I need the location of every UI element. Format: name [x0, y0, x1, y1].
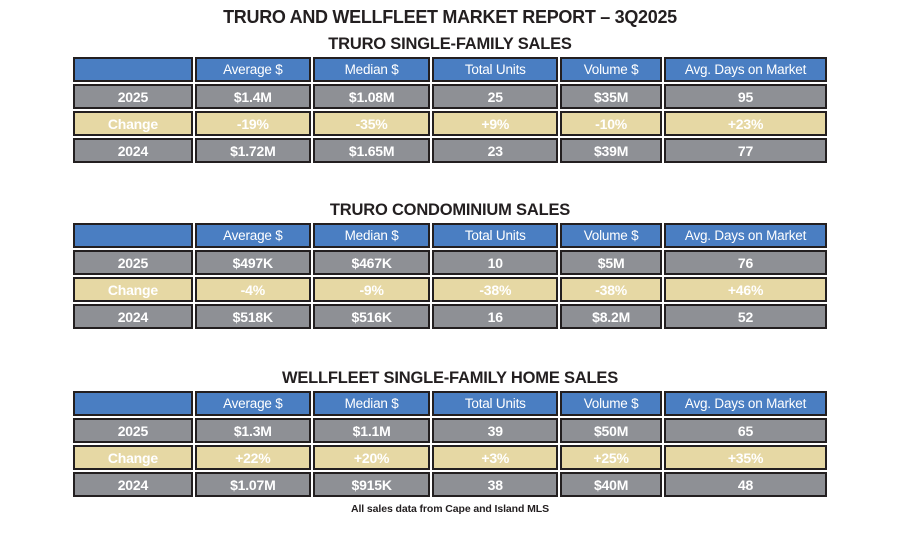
row-label: Change [73, 277, 193, 302]
table-cell: +9% [432, 111, 559, 136]
row-label: 2024 [73, 304, 193, 329]
column-header-median: Median $ [312, 391, 431, 416]
table-cell: $1.65M [312, 138, 431, 163]
table-row-2024: 2024 $1.72M $1.65M 23 $39M 77 [73, 138, 827, 163]
truro-condominium-table: Average $ Median $ Total Units Volume $ … [71, 221, 829, 331]
table-cell: +20% [312, 445, 431, 470]
table-cell: -38% [432, 277, 559, 302]
column-header-blank [73, 391, 193, 416]
table-cell: +46% [664, 277, 827, 302]
column-header-volume: Volume $ [560, 391, 663, 416]
column-header-median: Median $ [312, 57, 431, 82]
table-row-change: Change -19% -35% +9% -10% +23% [73, 111, 827, 136]
table-cell: $1.1M [312, 418, 431, 443]
column-header-volume: Volume $ [560, 57, 663, 82]
table-cell: 10 [432, 250, 559, 275]
row-label: 2024 [73, 138, 193, 163]
table-cell: 23 [432, 138, 559, 163]
table-cell: $518K [194, 304, 311, 329]
column-header-days-on-market: Avg. Days on Market [664, 223, 827, 248]
truro-single-family-table: Average $ Median $ Total Units Volume $ … [71, 55, 829, 165]
table-row-2025: 2025 $1.3M $1.1M 39 $50M 65 [73, 418, 827, 443]
table-cell: $516K [312, 304, 431, 329]
column-header-days-on-market: Avg. Days on Market [664, 57, 827, 82]
table-cell: 65 [664, 418, 827, 443]
row-label: Change [73, 111, 193, 136]
table-cell: -10% [560, 111, 663, 136]
table-cell: 76 [664, 250, 827, 275]
table-row-2025: 2025 $1.4M $1.08M 25 $35M 95 [73, 84, 827, 109]
table-row-change: Change +22% +20% +3% +25% +35% [73, 445, 827, 470]
table-cell: +25% [560, 445, 663, 470]
row-label: 2024 [73, 472, 193, 497]
column-header-days-on-market: Avg. Days on Market [664, 391, 827, 416]
table-cell: $1.07M [194, 472, 311, 497]
section-title-truro-condominium: TRURO CONDOMINIUM SALES [329, 201, 571, 219]
row-label: 2025 [73, 84, 193, 109]
column-header-average: Average $ [194, 223, 311, 248]
row-label: 2025 [73, 418, 193, 443]
section-title-truro-single-family: TRURO SINGLE-FAMILY SALES [328, 35, 572, 53]
column-header-total-units: Total Units [432, 391, 559, 416]
table-header-row: Average $ Median $ Total Units Volume $ … [73, 57, 827, 82]
table-cell: $8.2M [560, 304, 663, 329]
table-cell: -9% [312, 277, 431, 302]
table-cell: $1.72M [194, 138, 311, 163]
table-cell: $5M [560, 250, 663, 275]
table-cell: $915K [312, 472, 431, 497]
table-cell: +22% [194, 445, 311, 470]
section-title-wellfleet-single-family: WELLFLEET SINGLE-FAMILY HOME SALES [281, 369, 619, 387]
table-cell: +35% [664, 445, 827, 470]
table-cell: $1.3M [194, 418, 311, 443]
table-row-2025: 2025 $497K $467K 10 $5M 76 [73, 250, 827, 275]
column-header-total-units: Total Units [432, 223, 559, 248]
table-row-change: Change -4% -9% -38% -38% +46% [73, 277, 827, 302]
table-cell: $40M [560, 472, 663, 497]
table-cell: $39M [560, 138, 663, 163]
table-cell: $497K [194, 250, 311, 275]
table-row-2024: 2024 $1.07M $915K 38 $40M 48 [73, 472, 827, 497]
wellfleet-single-family-table: Average $ Median $ Total Units Volume $ … [71, 389, 829, 499]
data-source-footnote: All sales data from Cape and Island MLS [351, 503, 549, 515]
table-row-2024: 2024 $518K $516K 16 $8.2M 52 [73, 304, 827, 329]
table-header-row: Average $ Median $ Total Units Volume $ … [73, 391, 827, 416]
table-cell: -4% [194, 277, 311, 302]
column-header-average: Average $ [194, 391, 311, 416]
table-cell: $1.08M [312, 84, 431, 109]
column-header-blank [73, 223, 193, 248]
table-cell: 95 [664, 84, 827, 109]
page-title: TRURO AND WELLFLEET MARKET REPORT – 3Q20… [223, 7, 677, 27]
column-header-average: Average $ [194, 57, 311, 82]
table-cell: +3% [432, 445, 559, 470]
table-cell: $1.4M [194, 84, 311, 109]
table-cell: +23% [664, 111, 827, 136]
column-header-median: Median $ [312, 223, 431, 248]
table-cell: $467K [312, 250, 431, 275]
table-cell: 39 [432, 418, 559, 443]
table-cell: -19% [194, 111, 311, 136]
table-cell: 77 [664, 138, 827, 163]
column-header-blank [73, 57, 193, 82]
row-label: 2025 [73, 250, 193, 275]
table-cell: $35M [560, 84, 663, 109]
table-header-row: Average $ Median $ Total Units Volume $ … [73, 223, 827, 248]
column-header-total-units: Total Units [432, 57, 559, 82]
row-label: Change [73, 445, 193, 470]
table-cell: 48 [664, 472, 827, 497]
table-cell: -38% [560, 277, 663, 302]
table-cell: 52 [664, 304, 827, 329]
table-cell: $50M [560, 418, 663, 443]
table-cell: 16 [432, 304, 559, 329]
table-cell: 25 [432, 84, 559, 109]
table-cell: -35% [312, 111, 431, 136]
table-cell: 38 [432, 472, 559, 497]
column-header-volume: Volume $ [560, 223, 663, 248]
